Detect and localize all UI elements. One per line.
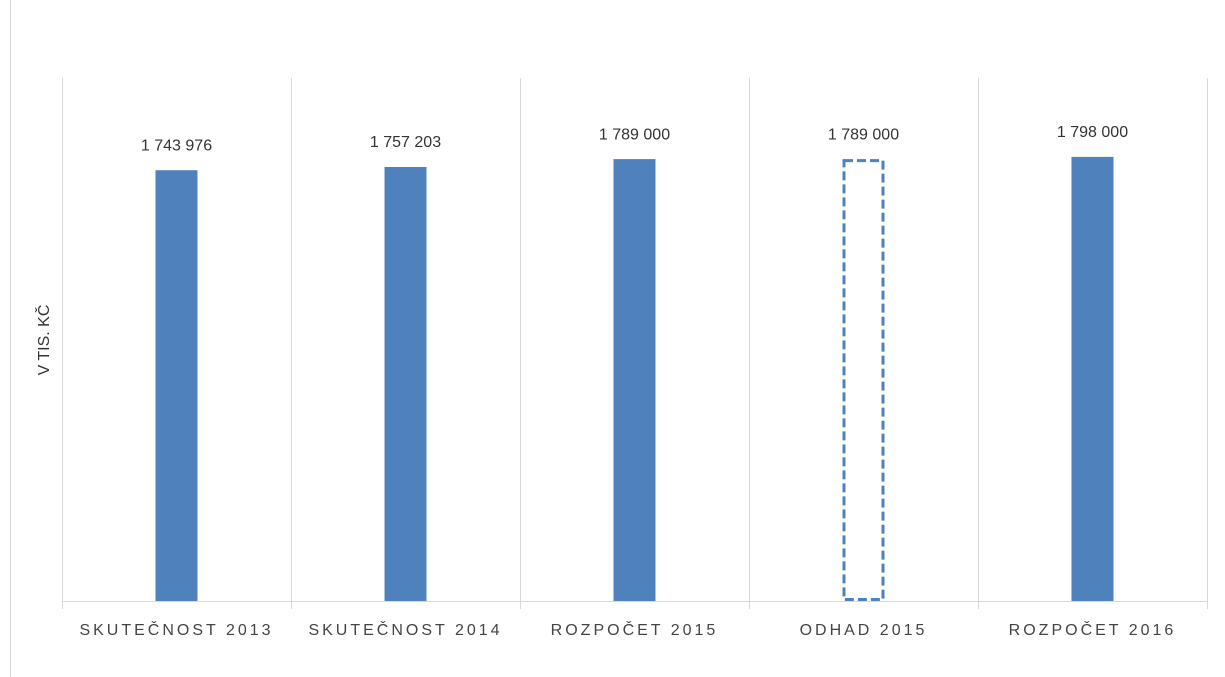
x-tick-label: ODHAD 2015 <box>800 622 928 639</box>
x-tick-label: SKUTEČNOST 2013 <box>79 620 273 639</box>
bar <box>1071 156 1114 602</box>
x-tick-label: SKUTEČNOST 2014 <box>308 620 502 639</box>
x-tick-label: ROZPOČET 2016 <box>1009 620 1177 639</box>
data-label: 1 757 203 <box>370 134 441 151</box>
bar <box>384 166 427 601</box>
bar <box>613 159 656 601</box>
y-axis-label: V TIS. KČ <box>34 305 53 376</box>
bar <box>842 159 885 601</box>
data-label: 1 743 976 <box>141 137 212 154</box>
data-label: 1 798 000 <box>1057 124 1128 141</box>
data-label: 1 789 000 <box>599 126 670 143</box>
data-label: 1 789 000 <box>828 126 899 143</box>
bar <box>155 170 198 602</box>
x-tick-label: ROZPOČET 2015 <box>551 620 719 639</box>
